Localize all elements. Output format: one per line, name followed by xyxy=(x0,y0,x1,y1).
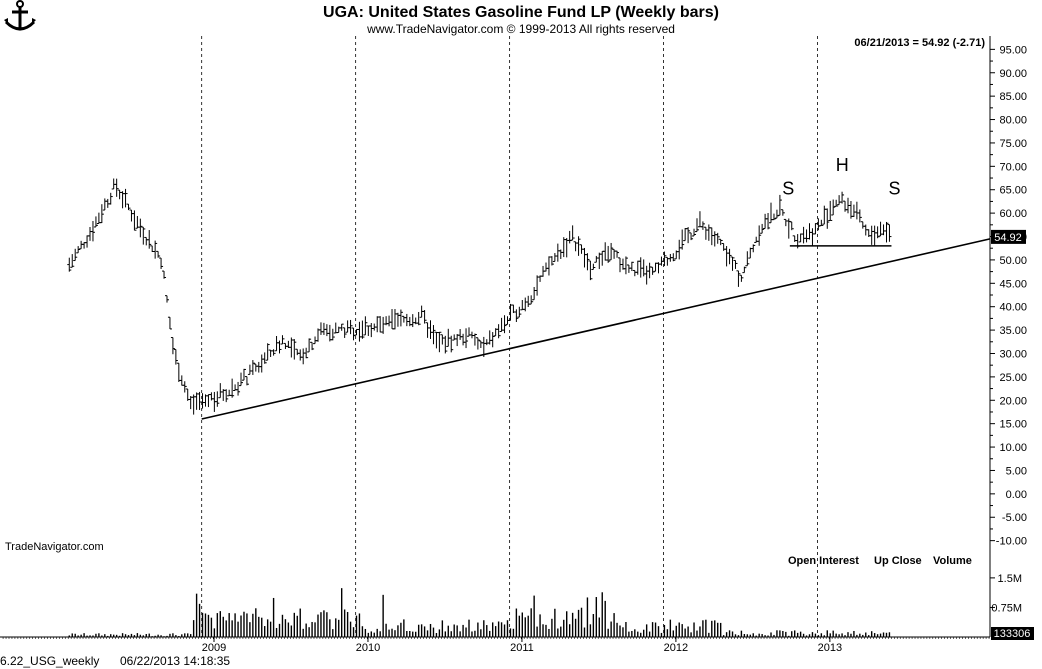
y-tick-label: 60.00 xyxy=(999,208,1027,220)
trendline-0 xyxy=(201,238,991,420)
last-price-label: 54.92 xyxy=(994,232,1022,244)
last-quote-text: 06/21/2013 = 54.92 (-2.71) xyxy=(854,37,985,49)
y-tick-label: 45.00 xyxy=(999,278,1027,290)
legend-open-interest: Open Interest xyxy=(788,555,859,567)
x-tick-label: 2009 xyxy=(202,642,226,654)
volume-last-badge xyxy=(991,627,1034,640)
price-axis: 95.00 90.00 85.00 80.00 75.00 70.00 65.00 60.00… xyxy=(990,44,1027,548)
y-tick-label: 15.00 xyxy=(999,419,1027,431)
y-tick-label: 75.00 xyxy=(999,138,1027,150)
y-tick-label: 80.00 xyxy=(999,115,1027,127)
y-tick-label: -10.00 xyxy=(996,536,1027,548)
y-tick-label: 25.00 xyxy=(999,372,1027,384)
y-tick-label: 20.00 xyxy=(999,395,1027,407)
legend-up-close: Up Close xyxy=(874,555,922,567)
y-tick-label: 90.00 xyxy=(999,68,1027,80)
legend-volume: Volume xyxy=(933,555,972,567)
watermark-text: TradeNavigator.com xyxy=(5,541,104,553)
y-tick-label: 35.00 xyxy=(999,325,1027,337)
trendlines xyxy=(201,238,991,420)
year-dividers xyxy=(201,36,818,637)
x-tick-label: 2012 xyxy=(664,642,688,654)
volume-last-label: 133306 xyxy=(994,628,1031,640)
price-bars xyxy=(67,178,892,415)
volume-tick-label: 0.75M xyxy=(991,602,1022,614)
x-tick-label: 2010 xyxy=(356,642,380,654)
footer-timestamp: 06/22/2013 14:18:35 xyxy=(120,654,230,668)
y-tick-label: 85.00 xyxy=(999,91,1027,103)
y-tick-label: 65.00 xyxy=(999,185,1027,197)
x-tick-label: 2013 xyxy=(818,642,842,654)
date-axis: 2009 2010 2011 2012 2013 xyxy=(2,637,990,654)
anchor-logo-icon xyxy=(4,0,36,31)
y-tick-label: 95.00 xyxy=(999,44,1027,56)
y-tick-label: 0.00 xyxy=(1006,489,1027,501)
annotation-2: S xyxy=(889,178,901,198)
y-tick-label: 30.00 xyxy=(999,348,1027,360)
volume-axis: 1.5M 0.75M 133306 xyxy=(990,573,1034,640)
last-price-marker: 54.92 xyxy=(991,229,1026,244)
y-tick-label: 50.00 xyxy=(999,255,1027,267)
y-tick-label: -5.00 xyxy=(1002,512,1027,524)
annotation-0: S xyxy=(782,178,794,198)
y-tick-label: 5.00 xyxy=(1006,465,1027,477)
pattern-annotations: S H S xyxy=(782,155,900,198)
last-price-badge xyxy=(991,229,1026,244)
footer-file-label: 6.22_USG_weekly xyxy=(0,654,99,668)
volume-tick-label: 1.5M xyxy=(998,573,1022,585)
annotation-1: H xyxy=(836,155,849,175)
y-tick-label: 40.00 xyxy=(999,302,1027,314)
x-tick-label: 2011 xyxy=(510,642,534,654)
y-tick-label: 10.00 xyxy=(999,442,1027,454)
volume-bars xyxy=(68,588,891,637)
copyright-text: www.TradeNavigator.com © 1999-2013 All r… xyxy=(366,22,675,36)
y-tick-label: 70.00 xyxy=(999,161,1027,173)
chart-title: UGA: United States Gasoline Fund LP (Wee… xyxy=(323,4,719,21)
